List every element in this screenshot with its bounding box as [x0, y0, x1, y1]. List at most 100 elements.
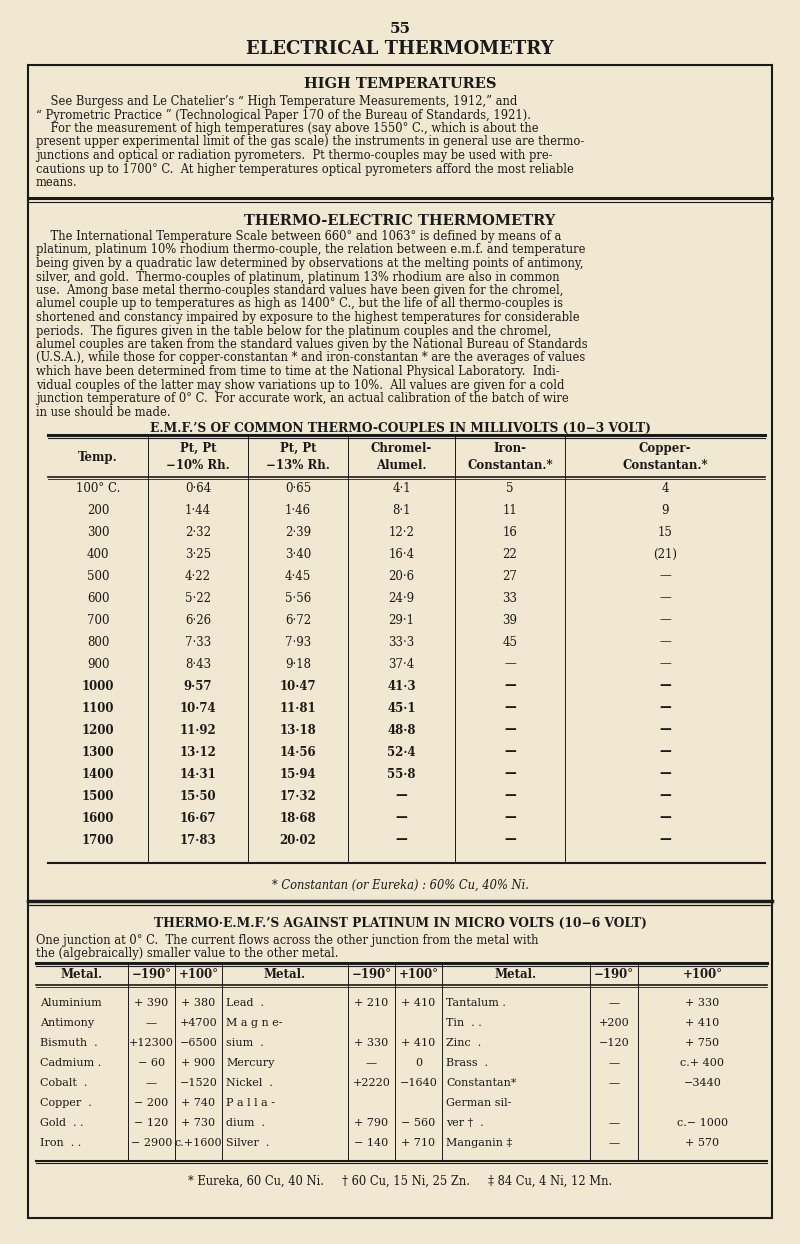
Text: 1700: 1700: [82, 833, 114, 846]
Text: —: —: [659, 811, 671, 825]
Text: silver, and gold.  Thermo-couples of platinum, platinum 13% rhodium are also in : silver, and gold. Thermo-couples of plat…: [36, 270, 560, 284]
Text: 0·65: 0·65: [285, 481, 311, 495]
Text: which have been determined from time to time at the National Physical Laboratory: which have been determined from time to …: [36, 364, 560, 378]
Text: —: —: [659, 790, 671, 802]
Text: —: —: [659, 613, 671, 627]
Text: Silver  .: Silver .: [226, 1138, 270, 1148]
Text: periods.  The figures given in the table below for the platinum couples and the : periods. The figures given in the table …: [36, 325, 551, 337]
Text: 16·67: 16·67: [180, 811, 216, 825]
Text: −6500: −6500: [179, 1037, 218, 1047]
Text: Tantalum .: Tantalum .: [446, 998, 506, 1008]
Text: 0: 0: [415, 1057, 422, 1069]
Text: 11·92: 11·92: [180, 724, 216, 736]
Text: Aluminium: Aluminium: [40, 998, 102, 1008]
Text: THERMO·E.M.F.’S AGAINST PLATINUM IN MICRO VOLTS (10−6 VOLT): THERMO·E.M.F.’S AGAINST PLATINUM IN MICR…: [154, 917, 646, 931]
Text: − 2900: − 2900: [131, 1138, 172, 1148]
Text: Chromel-
Alumel.: Chromel- Alumel.: [371, 443, 432, 471]
Text: 17·32: 17·32: [279, 790, 317, 802]
Text: (21): (21): [653, 547, 677, 561]
Text: − 120: − 120: [134, 1118, 169, 1128]
Text: 15·50: 15·50: [180, 790, 216, 802]
Text: + 570: + 570: [686, 1138, 719, 1148]
Text: + 380: + 380: [182, 998, 216, 1008]
Text: 1·46: 1·46: [285, 504, 311, 516]
Text: junctions and optical or radiation pyrometers.  Pt thermo-couples may be used wi: junctions and optical or radiation pyrom…: [36, 149, 553, 162]
Text: 55·8: 55·8: [387, 768, 416, 780]
Text: * Constantan (or Eureka) : 60% Cu, 40% Ni.: * Constantan (or Eureka) : 60% Cu, 40% N…: [271, 880, 529, 892]
Text: + 750: + 750: [686, 1037, 719, 1047]
Text: + 730: + 730: [182, 1118, 215, 1128]
Text: Brass  .: Brass .: [446, 1057, 488, 1069]
Text: + 330: + 330: [686, 998, 720, 1008]
Text: 45·1: 45·1: [387, 702, 416, 714]
Text: Lead  .: Lead .: [226, 998, 264, 1008]
Text: 9: 9: [662, 504, 669, 516]
Text: 14·56: 14·56: [280, 745, 316, 759]
Text: 2·32: 2·32: [185, 525, 211, 539]
Text: 20·6: 20·6: [389, 570, 414, 582]
Text: Mercury: Mercury: [226, 1057, 274, 1069]
Text: —: —: [609, 998, 619, 1008]
Text: c.+1600: c.+1600: [174, 1138, 222, 1148]
Text: Pt, Pt
−10% Rh.: Pt, Pt −10% Rh.: [166, 443, 230, 471]
Text: −1520: −1520: [179, 1079, 218, 1088]
Text: +100°: +100°: [178, 969, 218, 982]
Text: 16·4: 16·4: [389, 547, 414, 561]
Text: Antimony: Antimony: [40, 1018, 94, 1028]
Text: Zinc  .: Zinc .: [446, 1037, 482, 1047]
Text: 11: 11: [502, 504, 518, 516]
Text: —: —: [396, 790, 407, 802]
Text: +4700: +4700: [180, 1018, 218, 1028]
Text: 12·2: 12·2: [389, 525, 414, 539]
Text: —: —: [659, 658, 671, 671]
Text: —: —: [609, 1079, 619, 1088]
Text: 5·56: 5·56: [285, 591, 311, 605]
Text: THERMO-ELECTRIC THERMOMETRY: THERMO-ELECTRIC THERMOMETRY: [244, 214, 556, 228]
Text: +100°: +100°: [682, 969, 722, 982]
Text: 3·40: 3·40: [285, 547, 311, 561]
Text: —: —: [659, 702, 671, 714]
Text: −190°: −190°: [351, 969, 391, 982]
Text: 1300: 1300: [82, 745, 114, 759]
Text: dium  .: dium .: [226, 1118, 265, 1128]
Text: —: —: [659, 724, 671, 736]
Text: —: —: [504, 702, 516, 714]
Text: 29·1: 29·1: [389, 613, 414, 627]
Text: + 790: + 790: [354, 1118, 389, 1128]
Text: 4·1: 4·1: [392, 481, 411, 495]
Text: —: —: [609, 1138, 619, 1148]
Text: cautions up to 1700° C.  At higher temperatures optical pyrometers afford the mo: cautions up to 1700° C. At higher temper…: [36, 163, 574, 175]
Text: —: —: [504, 724, 516, 736]
Text: —: —: [146, 1079, 157, 1088]
Text: Copper  .: Copper .: [40, 1098, 92, 1108]
Text: Manganin ‡: Manganin ‡: [446, 1138, 512, 1148]
Text: —: —: [504, 768, 516, 780]
Text: vidual couples of the latter may show variations up to 10%.  All values are give: vidual couples of the latter may show va…: [36, 378, 565, 392]
Text: 400: 400: [86, 547, 110, 561]
Text: Cadmium .: Cadmium .: [40, 1057, 102, 1069]
Text: + 390: + 390: [134, 998, 169, 1008]
Text: 15: 15: [658, 525, 673, 539]
Text: alumel couple up to temperatures as high as 1400° C., but the life of all thermo: alumel couple up to temperatures as high…: [36, 297, 563, 311]
Text: One junction at 0° C.  The current flows across the other junction from the meta: One junction at 0° C. The current flows …: [36, 934, 538, 947]
Text: 1100: 1100: [82, 702, 114, 714]
Text: 27: 27: [502, 570, 518, 582]
Text: − 200: − 200: [134, 1098, 169, 1108]
Text: —: —: [504, 790, 516, 802]
Text: −120: −120: [598, 1037, 630, 1047]
Text: —: —: [659, 570, 671, 582]
Text: —: —: [659, 833, 671, 846]
Text: Metal.: Metal.: [264, 969, 306, 982]
Text: Pt, Pt
−13% Rh.: Pt, Pt −13% Rh.: [266, 443, 330, 471]
Text: —: —: [146, 1018, 157, 1028]
Text: 100° C.: 100° C.: [76, 481, 120, 495]
Text: 7·33: 7·33: [185, 636, 211, 648]
Text: −1640: −1640: [399, 1079, 438, 1088]
Text: + 900: + 900: [182, 1057, 216, 1069]
Text: 52·4: 52·4: [387, 745, 416, 759]
Text: 300: 300: [86, 525, 110, 539]
Text: German sil-: German sil-: [446, 1098, 511, 1108]
Text: use.  Among base metal thermo-couples standard values have been given for the ch: use. Among base metal thermo-couples sta…: [36, 284, 563, 297]
Text: 14·31: 14·31: [180, 768, 216, 780]
Text: Iron  . .: Iron . .: [40, 1138, 82, 1148]
